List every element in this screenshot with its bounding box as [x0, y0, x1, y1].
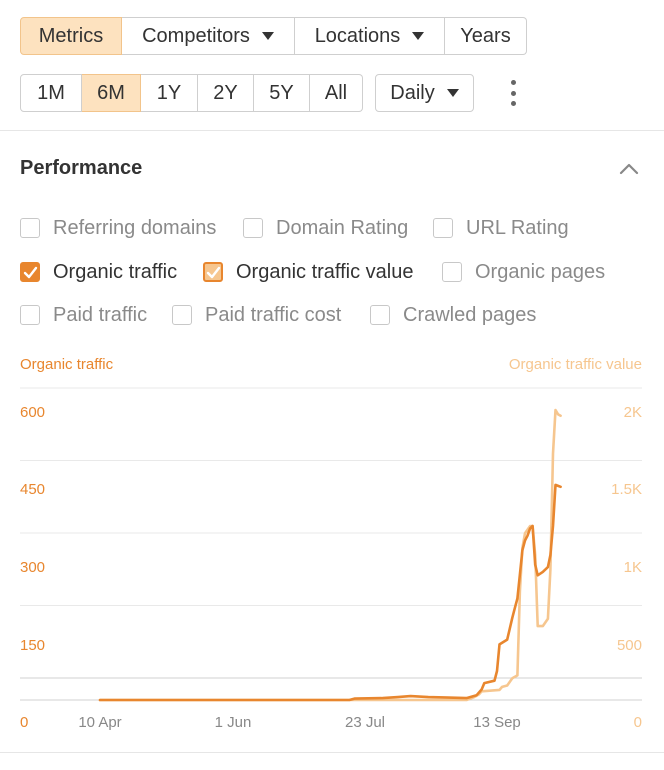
y2-tick-label: 1.5K: [611, 481, 642, 498]
performance-chart: [20, 387, 642, 702]
checkmark-icon: [20, 262, 40, 282]
organic-traffic-value-checkbox[interactable]: Organic traffic value: [203, 259, 414, 285]
organic-traffic-checkbox[interactable]: Organic traffic: [20, 259, 177, 285]
checkbox-icon: [433, 218, 453, 238]
tab-locations[interactable]: Locations: [295, 17, 445, 55]
range-1y-button[interactable]: 1Y: [141, 74, 198, 112]
series-lines: [98, 408, 562, 702]
checkbox-icon: [370, 305, 390, 325]
tab-years[interactable]: Years: [445, 17, 527, 55]
organic-traffic-value-line: [98, 408, 562, 702]
option-label: Crawled pages: [403, 303, 537, 326]
range-6m-button[interactable]: 6M: [82, 74, 141, 112]
left-axis-title: Organic traffic: [20, 356, 114, 373]
tab-years-label: Years: [460, 24, 511, 47]
caret-down-icon: [446, 89, 459, 97]
tab-metrics-label: Metrics: [38, 24, 104, 47]
y-tick-label: 150: [20, 637, 46, 654]
caret-down-icon: [412, 32, 425, 40]
option-label: Paid traffic cost: [205, 303, 342, 326]
paid-traffic-checkbox[interactable]: Paid traffic: [20, 302, 147, 328]
tab-metrics[interactable]: Metrics: [20, 17, 122, 55]
crawled-pages-checkbox[interactable]: Crawled pages: [370, 302, 536, 328]
checkbox-icon: [20, 305, 40, 325]
option-label: Domain Rating: [276, 216, 409, 239]
checkbox-icon: [172, 305, 192, 325]
x-tick-label: 23 Jul: [344, 714, 386, 731]
option-label: Organic traffic value: [236, 260, 414, 283]
range-label: 1Y: [156, 81, 182, 104]
interval-dropdown[interactable]: Daily: [375, 74, 474, 112]
date-range-selector: 1M 6M 1Y 2Y 5Y All: [20, 74, 363, 112]
y-tick-label: 600: [20, 404, 46, 421]
option-label: Paid traffic: [53, 303, 148, 326]
caret-down-icon: [261, 32, 274, 40]
range-label: 2Y: [213, 81, 238, 104]
option-label: Organic traffic: [53, 260, 178, 283]
section-title: Performance: [20, 157, 143, 179]
option-label: Referring domains: [53, 216, 217, 239]
range-label: 1M: [37, 81, 65, 104]
organic-pages-checkbox[interactable]: Organic pages: [442, 259, 605, 285]
domain-rating-checkbox[interactable]: Domain Rating: [243, 215, 408, 241]
y-tick-label: 300: [20, 559, 46, 576]
range-1m-button[interactable]: 1M: [20, 74, 82, 112]
right-axis-title: Organic traffic value: [508, 356, 642, 373]
x-tick-label: 13 Sep: [473, 714, 521, 731]
referring-domains-checkbox[interactable]: Referring domains: [20, 215, 216, 241]
grid-lines: [20, 387, 642, 701]
range-label: 6M: [97, 81, 125, 104]
y2-tick-label: 0: [633, 714, 642, 731]
report-tabs: Metrics Competitors Locations Years: [20, 17, 527, 55]
checkbox-icon: [442, 262, 462, 282]
checkbox-icon: [20, 218, 40, 238]
option-label: Organic pages: [475, 260, 606, 283]
x-tick-label: 1 Jun: [214, 714, 252, 731]
tab-competitors-label: Competitors: [142, 24, 250, 47]
y2-tick-label: 2K: [623, 404, 642, 421]
range-label: All: [324, 81, 348, 104]
range-5y-button[interactable]: 5Y: [254, 74, 310, 112]
divider: [0, 130, 664, 131]
tab-competitors[interactable]: Competitors: [122, 17, 295, 55]
divider: [0, 752, 664, 753]
y2-tick-label: 500: [616, 637, 642, 654]
option-label: URL Rating: [466, 216, 569, 239]
tab-locations-label: Locations: [314, 24, 401, 47]
y2-tick-label: 1K: [623, 559, 642, 576]
interval-label: Daily: [390, 81, 435, 104]
url-rating-checkbox[interactable]: URL Rating: [433, 215, 569, 241]
chevron-up-icon[interactable]: [618, 160, 640, 176]
kebab-menu-icon[interactable]: [503, 80, 523, 106]
organic-traffic-line: [98, 483, 562, 702]
checkmark-icon: [203, 262, 223, 282]
x-tick-label: 10 Apr: [78, 714, 122, 731]
range-all-button[interactable]: All: [310, 74, 363, 112]
range-label: 5Y: [269, 81, 294, 104]
y-tick-label: 450: [20, 481, 46, 498]
range-2y-button[interactable]: 2Y: [198, 74, 254, 112]
y-tick-label: 0: [20, 714, 29, 731]
paid-traffic-cost-checkbox[interactable]: Paid traffic cost: [172, 302, 341, 328]
checkbox-icon: [243, 218, 263, 238]
